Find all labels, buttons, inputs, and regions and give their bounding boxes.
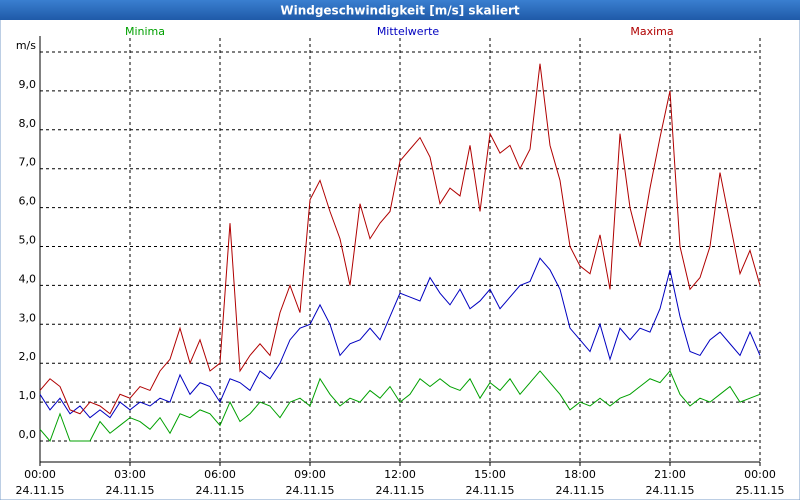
title-bar	[0, 0, 800, 20]
series-line	[39, 257, 761, 419]
y-tick-label: 5,0	[19, 233, 37, 246]
y-tick-label: 4,0	[19, 272, 37, 285]
x-tick-label: 09:00 24.11.15	[286, 468, 335, 497]
y-tick-label: 2,0	[19, 350, 37, 363]
y-tick-label: 0,0	[19, 428, 37, 441]
x-tick-label: 00:00 24.11.15	[16, 468, 65, 497]
legend-entry: Mittelwerte	[377, 25, 440, 38]
x-tick-label: 12:00 24.11.15	[376, 468, 425, 497]
y-tick-label: 6,0	[19, 195, 37, 208]
y-tick-label: 8,0	[19, 117, 37, 130]
series-line	[39, 370, 761, 442]
chart-title: Windgeschwindigkeit [m/s] skaliert	[280, 4, 520, 18]
series-line	[39, 63, 761, 415]
x-tick-label: 21:00 24.11.15	[646, 468, 695, 497]
x-tick-label: 03:00 24.11.15	[106, 468, 155, 497]
y-tick-label: 9,0	[19, 78, 37, 91]
y-tick-label: 3,0	[19, 311, 37, 324]
x-tick-label: 15:00 24.11.15	[466, 468, 515, 497]
y-tick-label: m/s	[16, 39, 36, 52]
x-tick-label: 00:00 25.11.15	[736, 468, 785, 497]
y-tick-label: 1,0	[19, 389, 37, 402]
x-tick-label: 06:00 24.11.15	[196, 468, 245, 497]
legend-entry: Maxima	[630, 25, 673, 38]
legend-entry: Minima	[125, 25, 165, 38]
x-tick-label: 18:00 24.11.15	[556, 468, 605, 497]
y-tick-label: 7,0	[19, 156, 37, 169]
